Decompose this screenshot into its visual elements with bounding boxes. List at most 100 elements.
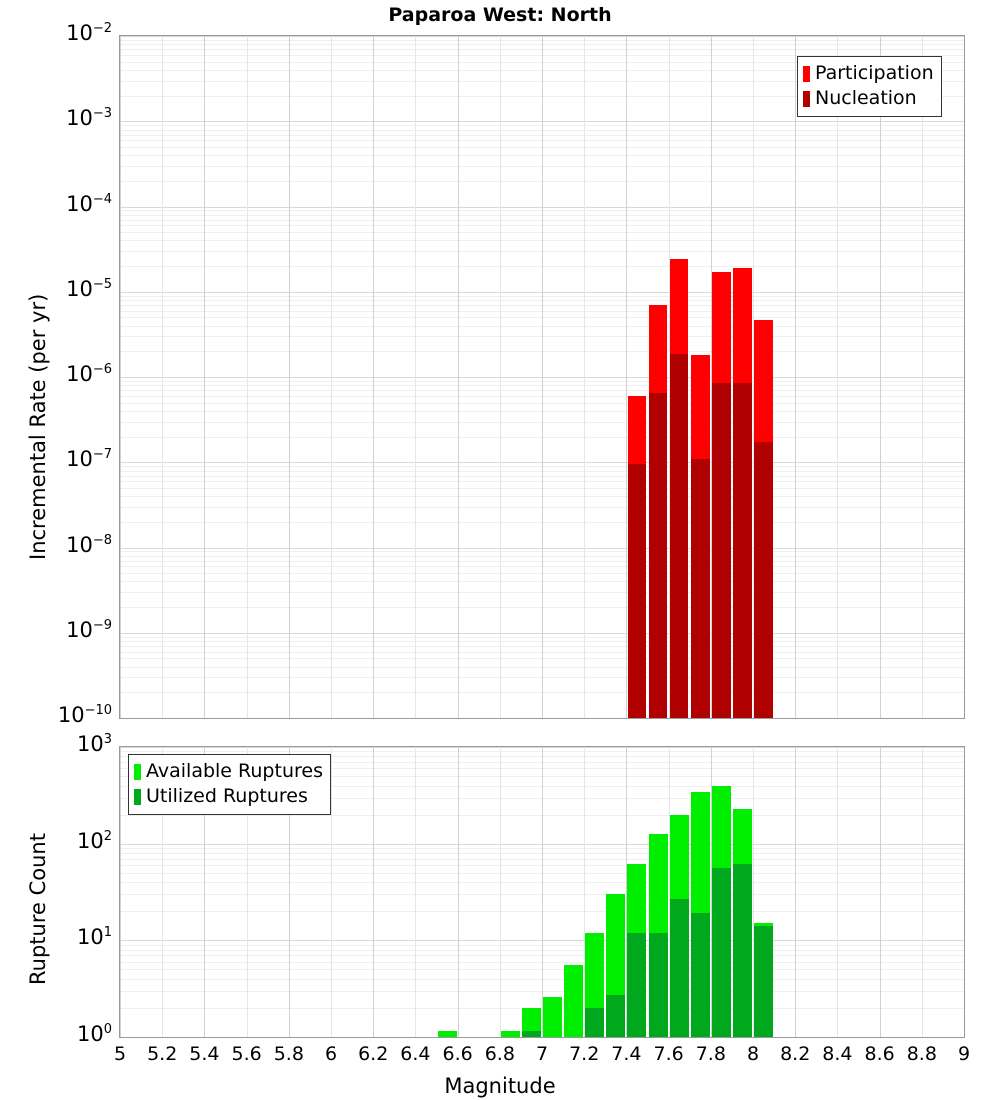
top-panel: Incremental Rate (per yr) 10−2 10−3 10−4 10… — [26, 21, 965, 727]
bar-nucleation-7.85 — [712, 383, 731, 718]
bar-utilized-7.55 — [648, 932, 668, 1037]
legend-swatch-icon — [134, 763, 141, 780]
bar-utilized-7.45 — [627, 932, 647, 1037]
bar-available-6.85 — [500, 1031, 520, 1037]
x-tick-6.2: 6.2 — [358, 1043, 389, 1065]
page-title: Paparoa West: North — [388, 4, 612, 26]
y-tick-10-5: 10−5 — [66, 276, 112, 301]
top-legend-item: Participation — [803, 61, 934, 86]
legend-swatch-icon — [803, 90, 810, 107]
gridline — [542, 36, 543, 718]
x-tick-7.8: 7.8 — [695, 1043, 726, 1065]
gridline — [964, 747, 965, 1037]
y-tick-10-3: 10−3 — [66, 106, 112, 131]
bar-available-7.15 — [564, 965, 584, 1037]
gridline — [668, 36, 670, 718]
gridline — [120, 747, 121, 1037]
x-tick-8.8: 8.8 — [906, 1043, 937, 1065]
gridline — [795, 36, 797, 718]
top-legend: Participation Nucleation — [797, 56, 942, 117]
bar-utilized-8.05 — [754, 926, 774, 1037]
gridline — [373, 36, 375, 718]
bottom-legend-item: Available Ruptures — [134, 759, 323, 784]
gridline — [668, 747, 670, 1037]
bar-utilized-7.65 — [669, 898, 689, 1037]
x-tick-6: 6 — [324, 1043, 338, 1065]
bar-utilized-7.25 — [585, 1007, 605, 1037]
x-tick-5.2: 5.2 — [147, 1043, 178, 1065]
gridline — [331, 36, 332, 718]
gridline — [415, 747, 417, 1037]
gridline — [921, 747, 923, 1037]
bar-nucleation-7.65 — [669, 354, 689, 718]
x-axis-label: Magnitude — [444, 1074, 556, 1098]
bottom-plot-area — [119, 746, 965, 1038]
bar-utilized-7.75 — [690, 913, 710, 1037]
gridline — [499, 36, 501, 718]
gridline — [879, 747, 881, 1037]
bar-available-6.95 — [521, 1007, 541, 1037]
bottom-panel: Rupture Count 103 102 101 100 Available Rup… — [0, 732, 1000, 1100]
gridline — [921, 36, 923, 718]
y-tick-10-8: 10−8 — [66, 532, 112, 557]
legend-label: Nucleation — [815, 87, 917, 109]
gridline — [795, 747, 797, 1037]
x-tick-8.6: 8.6 — [864, 1043, 895, 1065]
gridline — [331, 747, 332, 1037]
top-y-axis-label: Incremental Rate (per yr) — [26, 293, 50, 560]
gridline — [457, 36, 459, 718]
x-tick-5.6: 5.6 — [231, 1043, 262, 1065]
bar-available-7.05 — [543, 996, 563, 1037]
gridline — [120, 718, 964, 719]
x-tick-5.8: 5.8 — [273, 1043, 304, 1065]
gridline — [204, 747, 206, 1037]
x-tick-7.6: 7.6 — [653, 1043, 684, 1065]
gridline — [246, 36, 248, 718]
gridline — [710, 36, 712, 718]
bar-utilized-6.95 — [521, 1031, 541, 1037]
y-tick-10-6: 10−6 — [66, 362, 112, 386]
x-tick-8: 8 — [746, 1043, 760, 1065]
gridline — [288, 747, 290, 1037]
gridline — [626, 36, 628, 718]
y-tick-10-10: 10−10 — [57, 703, 112, 727]
gridline — [837, 36, 839, 718]
gridline — [162, 36, 164, 718]
x-tick-6.8: 6.8 — [484, 1043, 515, 1065]
legend-swatch-icon — [134, 788, 141, 805]
y-tick-10-7: 10−7 — [66, 447, 112, 472]
legend-swatch-icon — [803, 65, 810, 82]
gridline — [542, 747, 543, 1037]
gridline — [584, 36, 586, 718]
bar-nucleation-7.75 — [690, 458, 710, 718]
x-tick-7.4: 7.4 — [611, 1043, 642, 1065]
y-tick-10-2: 10−2 — [66, 21, 112, 45]
top-legend-item: Nucleation — [803, 86, 934, 111]
y-tick-101: 101 — [76, 925, 112, 950]
gridline — [246, 747, 248, 1037]
top-plot-area — [119, 35, 965, 719]
bar-utilized-7.85 — [711, 868, 731, 1037]
x-tick-8.2: 8.2 — [780, 1043, 811, 1065]
x-tick-7.2: 7.2 — [569, 1043, 600, 1065]
bar-utilized-7.95 — [732, 863, 752, 1037]
gridline — [837, 747, 839, 1037]
gridline — [204, 36, 206, 718]
legend-label: Available Ruptures — [146, 760, 323, 782]
bottom-y-axis-label: Rupture Count — [26, 833, 50, 985]
y-tick-10-9: 10−9 — [66, 617, 112, 642]
legend-label: Participation — [815, 62, 934, 84]
x-tick-7: 7 — [535, 1043, 549, 1065]
gridline — [162, 747, 164, 1037]
gridline — [499, 747, 501, 1037]
gridline — [373, 747, 375, 1037]
bar-nucleation-7.95 — [733, 383, 752, 718]
gridline — [626, 747, 628, 1037]
bottom-legend-item: Utilized Ruptures — [134, 784, 323, 809]
gridline — [120, 36, 121, 718]
bar-nucleation-8.05 — [754, 441, 773, 718]
gridline — [710, 747, 712, 1037]
gridline — [288, 36, 290, 718]
y-tick-100: 100 — [76, 1022, 112, 1046]
x-tick-5: 5 — [113, 1043, 127, 1065]
